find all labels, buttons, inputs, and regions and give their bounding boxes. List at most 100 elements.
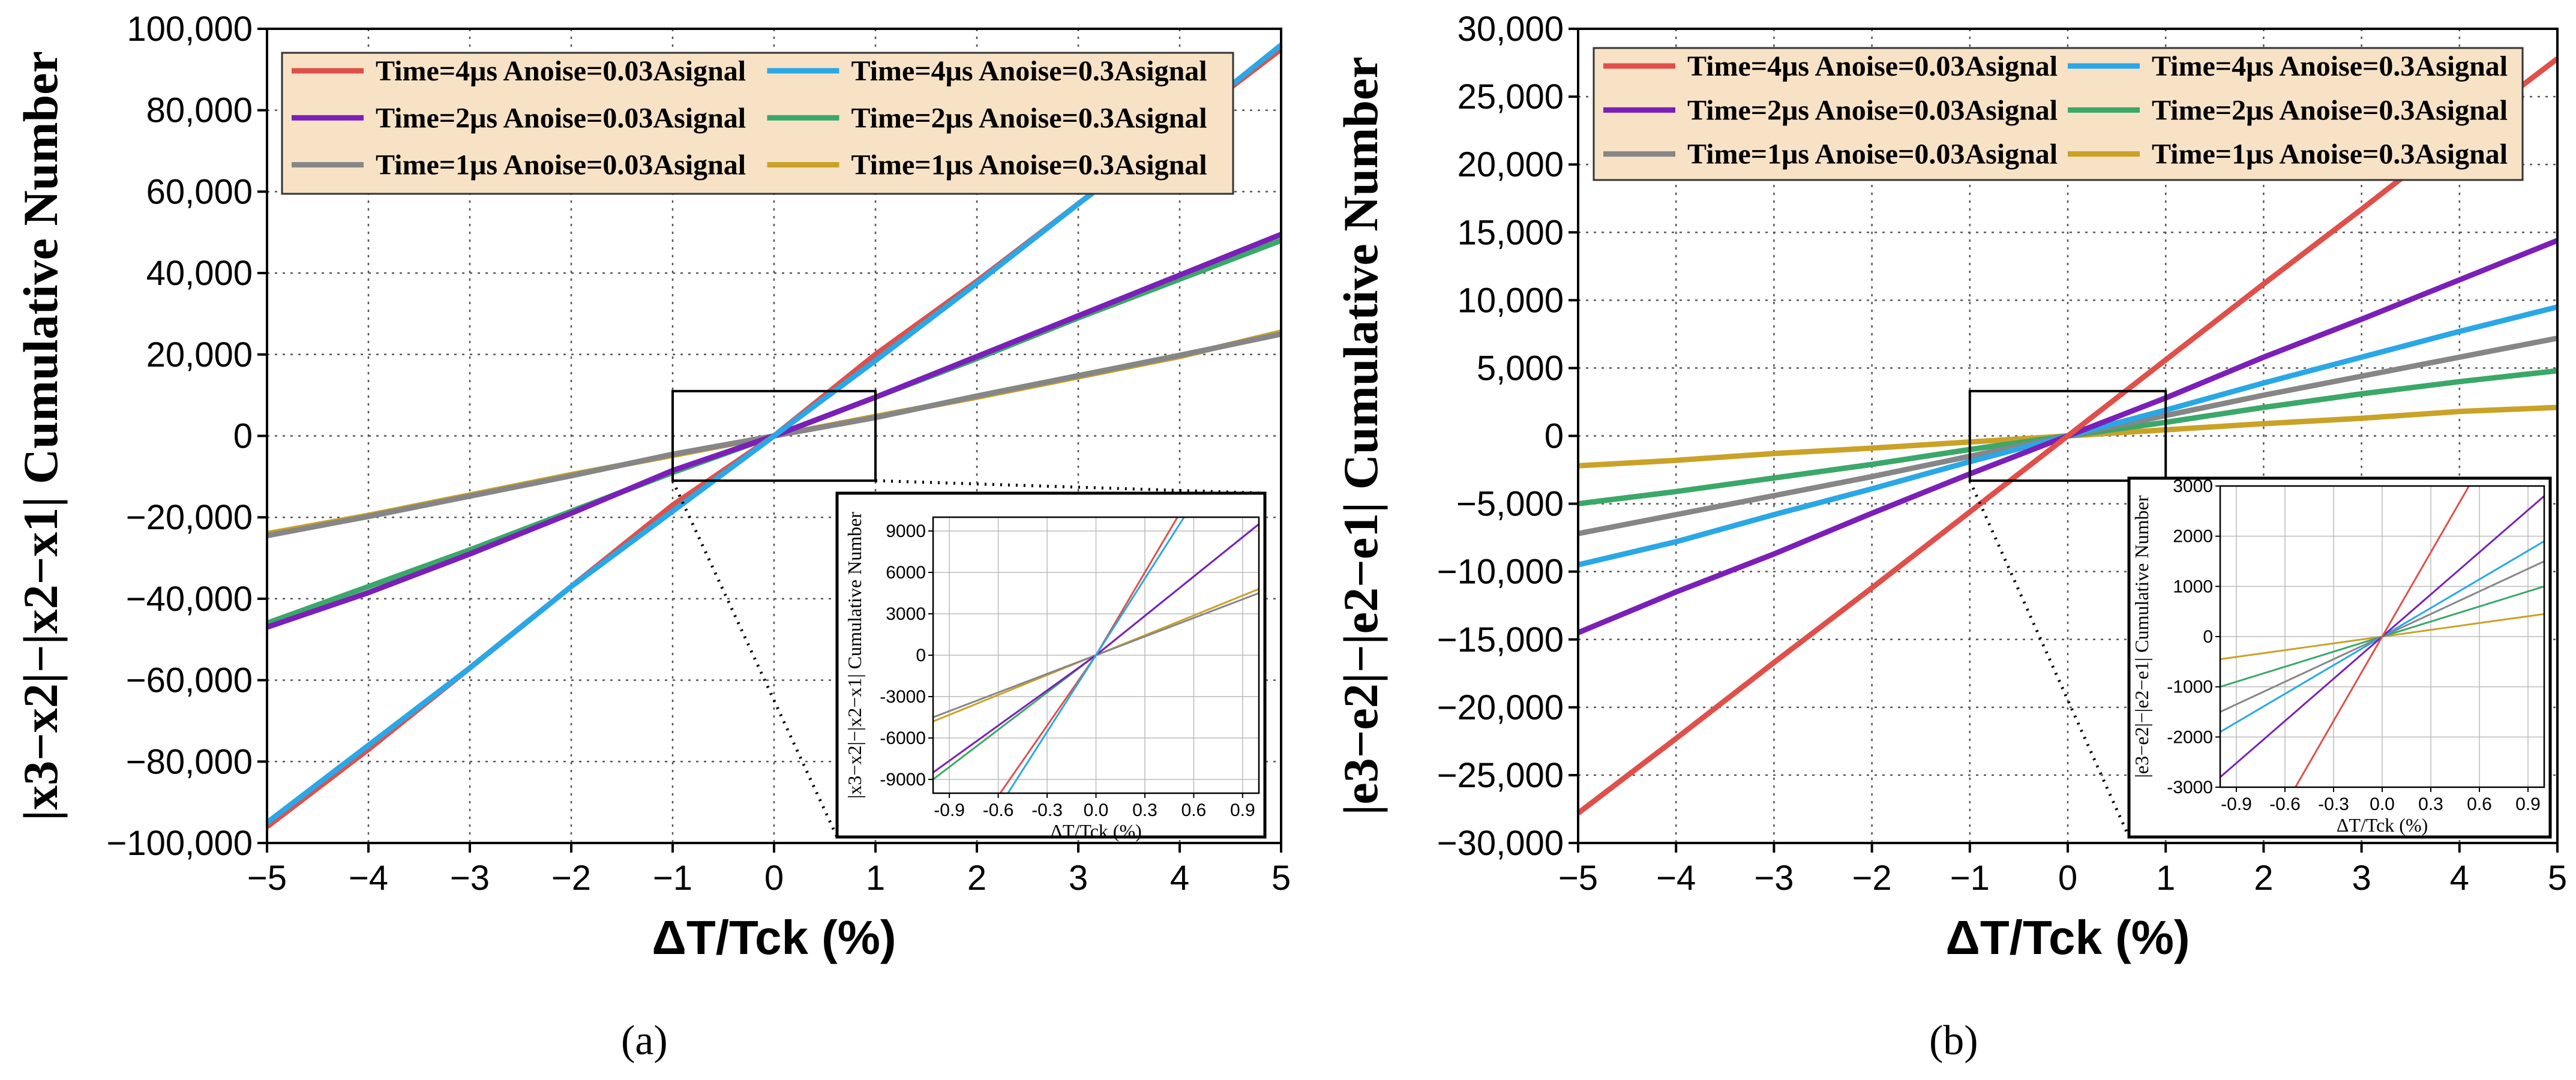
y-tick-label: 20,000 — [1458, 145, 1564, 184]
legend-label-t2_03: Time=2μs Anoise=0.3Asignal — [2152, 94, 2508, 126]
y-tick-label: −20,000 — [1437, 688, 1564, 727]
y-tick-label: 20,000 — [146, 335, 253, 374]
legend-label-t2_03: Time=2μs Anoise=0.3Asignal — [851, 102, 1207, 134]
x-tick-label: −5 — [247, 859, 287, 898]
inset-x-tick-label: 0.6 — [1181, 800, 1207, 820]
x-tick-label: −2 — [551, 859, 591, 898]
x-tick-label: −2 — [1852, 859, 1892, 898]
inset-y-tick-label: -9000 — [880, 770, 926, 790]
inset-x-tick-label: 0.9 — [2515, 794, 2541, 814]
legend: Time=4μs Anoise=0.03Asignal Time=4μs Anoi… — [281, 52, 1234, 195]
chart-b: −5 −4 −3 −2 −1 0 1 2 3 4 5 −30,000 −25,000 −20,000 −15… — [1333, 10, 2567, 964]
y-tick-label: 25,000 — [1458, 77, 1564, 116]
inset-y-tick-label: -3000 — [2167, 778, 2213, 797]
zoom-leader-line — [1968, 480, 2131, 838]
x-tick-label: 5 — [2548, 859, 2567, 898]
y-axis-title: |e3−e2|−|e2−e1| Cumulative Number — [1333, 56, 1388, 815]
x-tick-label: 2 — [967, 859, 986, 898]
caption-b: (b) — [1929, 1018, 1978, 1064]
y-tick-label: 0 — [233, 417, 253, 456]
inset-x-title: ΔT/Tck (%) — [1050, 820, 1142, 842]
chart-a: −5 −4 −3 −2 −1 0 1 2 3 4 5 −100,000 −80,000 −60,000 −4… — [13, 10, 1291, 964]
legend-label-t4_003: Time=4μs Anoise=0.03Asignal — [376, 55, 746, 87]
y-tick-label: 30,000 — [1458, 10, 1564, 49]
y-tick-label: −30,000 — [1437, 824, 1564, 863]
inset-y-title: |x3−x2|−|x2−x1| Cumulative Number — [844, 512, 865, 799]
inset-y-tick-label: -2000 — [2167, 727, 2213, 747]
legend: Time=4μs Anoise=0.03Asignal Time=4μs Anoi… — [1593, 47, 2524, 181]
y-tick-label: −80,000 — [126, 742, 253, 781]
y-tick-label: −60,000 — [126, 661, 253, 700]
y-tick-label: −100,000 — [106, 824, 253, 863]
zoom-box — [671, 389, 877, 482]
series-line-t4_003 — [1576, 56, 2559, 815]
inset-x-tick-label: 0.3 — [2418, 794, 2443, 814]
y-tick-label: −10,000 — [1437, 553, 1564, 592]
x-tick-label: 0 — [2058, 859, 2077, 898]
caption-a: (a) — [621, 1018, 668, 1064]
inset-y-tick-label: -3000 — [880, 687, 926, 707]
y-tick-label: 5,000 — [1477, 349, 1564, 388]
x-tick-label: 3 — [1069, 859, 1088, 898]
inset-series-line-t4_03 — [1006, 517, 1186, 793]
inset-x-tick-label: 0.0 — [2370, 794, 2395, 814]
x-tick-label: 3 — [2352, 859, 2371, 898]
y-tick-label: −40,000 — [126, 580, 253, 619]
x-tick-label: 5 — [1271, 859, 1291, 898]
inset-x-tick-label: -0.9 — [2221, 794, 2252, 814]
y-tick-label: −20,000 — [126, 498, 253, 537]
legend-label-t2_003: Time=2μs Anoise=0.03Asignal — [376, 102, 746, 134]
inset-border — [2127, 476, 2552, 839]
y-tick-label: −15,000 — [1437, 620, 1564, 659]
inset-y-tick-label: 0 — [916, 646, 926, 665]
x-tick-label: −3 — [450, 859, 490, 898]
y-tick-label: 40,000 — [146, 254, 253, 293]
legend-label-t1_003: Time=1μs Anoise=0.03Asignal — [376, 149, 746, 181]
legend-box — [1593, 47, 2524, 181]
inset-x-tick-label: -0.3 — [2318, 794, 2349, 814]
inset-y-tick-label: 6000 — [886, 563, 926, 583]
inset-x-tick-label: -0.6 — [2269, 794, 2301, 814]
x-tick-label: −1 — [653, 859, 692, 898]
inset-y-tick-label: 1000 — [2173, 577, 2213, 596]
y-axis-title: |x3−x2|−|x2−x1| Cumulative Number — [13, 51, 68, 821]
x-tick-label: −3 — [1754, 859, 1794, 898]
legend-label-t4_03: Time=4μs Anoise=0.3Asignal — [851, 55, 1207, 87]
x-tick-label: 2 — [2254, 859, 2273, 898]
x-tick-label: 4 — [2450, 859, 2469, 898]
x-axis-title: ΔT/Tck (%) — [1945, 911, 2190, 964]
x-tick-label: −4 — [349, 859, 388, 898]
inset-b: -0.9 -0.6 -0.3 0.0 0.3 0.6 0.9 -3000 -2000 -1000 0… — [2127, 476, 2552, 839]
x-tick-label: −4 — [1656, 859, 1696, 898]
y-tick-label: 0 — [1545, 417, 1564, 456]
inset-y-tick-label: -6000 — [880, 728, 926, 748]
x-tick-label: 1 — [2156, 859, 2175, 898]
zoom-leader-line — [671, 480, 839, 838]
x-tick-label: −5 — [1558, 859, 1598, 898]
zoom-leader-line — [875, 479, 1265, 495]
legend-label-t2_003: Time=2μs Anoise=0.03Asignal — [1687, 94, 2058, 126]
inset-x-tick-label: 0.9 — [1230, 800, 1255, 820]
x-tick-label: 4 — [1170, 859, 1189, 898]
inset-x-tick-label: -0.6 — [983, 800, 1014, 820]
inset-a: -0.9 -0.6 -0.3 0.0 0.3 0.6 0.9 -9000 -6000 -3000 0… — [835, 491, 1267, 842]
y-tick-label: 80,000 — [146, 91, 253, 130]
inset-series-group — [2220, 486, 2544, 787]
legend-box — [281, 52, 1234, 195]
inset-y-tick-label: 0 — [2203, 627, 2213, 647]
x-tick-label: −1 — [1950, 859, 1990, 898]
inset-y-tick-label: 3000 — [886, 604, 926, 624]
inset-x-title: ΔT/Tck (%) — [2337, 814, 2428, 836]
inset-x-tick-label: 0.0 — [1084, 800, 1109, 820]
inset-x-tick-label: 0.3 — [1132, 800, 1157, 820]
legend-label-t1_03: Time=1μs Anoise=0.3Asignal — [851, 149, 1207, 181]
x-axis-title: ΔT/Tck (%) — [652, 911, 896, 964]
inset-y-tick-label: 9000 — [886, 521, 926, 541]
inset-x-tick-label: -0.9 — [934, 800, 965, 820]
y-tick-label: −5,000 — [1456, 485, 1564, 524]
legend-label-t1_03: Time=1μs Anoise=0.3Asignal — [2152, 139, 2508, 170]
y-tick-label: 10,000 — [1458, 281, 1564, 320]
legend-label-t1_003: Time=1μs Anoise=0.03Asignal — [1687, 139, 2058, 170]
inset-series-group — [933, 517, 1259, 793]
